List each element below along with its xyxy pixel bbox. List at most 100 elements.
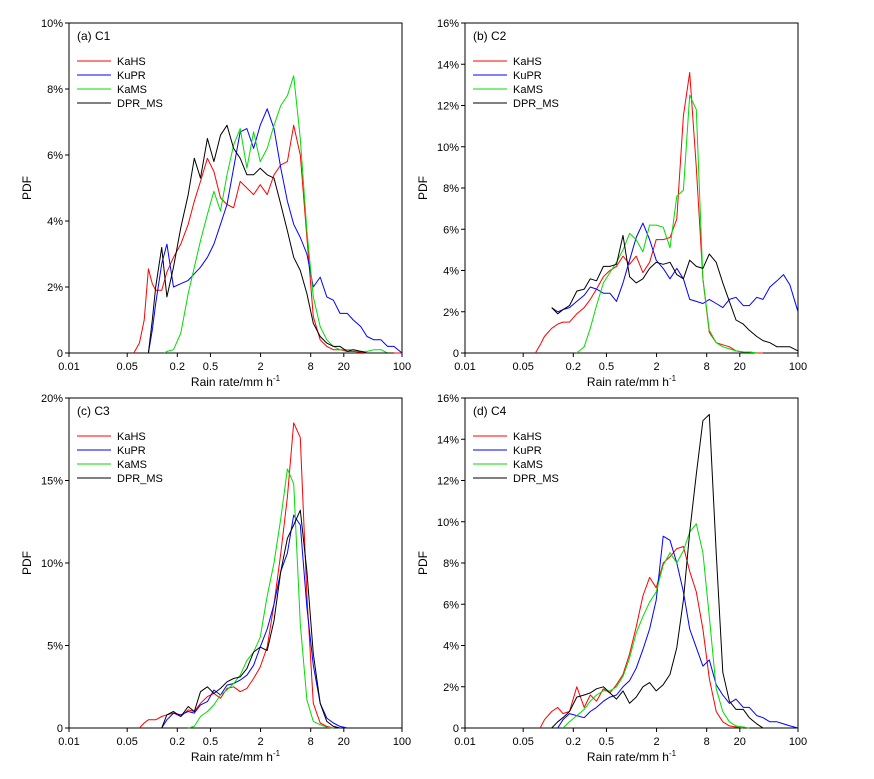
x-axis-label-text: Rain rate/mm h (191, 750, 273, 764)
y-axis-label: PDF (20, 176, 34, 200)
y-tick-label: 0 (453, 723, 459, 735)
y-tick-label: 10% (437, 142, 459, 154)
x-axis-label: Rain rate/mm h-1 (191, 374, 281, 389)
legend: KaHS KuPR KaMS DPR_MS (473, 56, 559, 110)
legend: KaHS KuPR KaMS DPR_MS (77, 431, 163, 485)
x-tick-label: 0.05 (116, 736, 137, 748)
x-tick-label: 0.5 (203, 736, 218, 748)
y-axis-label: PDF (416, 551, 430, 575)
y-tick-label: 6% (47, 150, 63, 162)
x-tick-label: 2 (257, 361, 263, 373)
x-tick-label: 0.01 (454, 361, 475, 373)
series-line-kupr (161, 514, 348, 729)
y-tick-label: 10% (41, 558, 63, 570)
panel-title: (b) C2 (473, 29, 507, 43)
series-line-kahs (539, 546, 744, 729)
y-axis-ticks: 0 2% 4% 6% 8% 10% 12% 14% 16% (437, 18, 465, 360)
legend-label: KuPR (117, 70, 146, 82)
y-axis-label: PDF (416, 176, 430, 200)
series-line-kahs (534, 72, 763, 354)
x-tick-label: 0.05 (512, 361, 533, 373)
x-tick-label: 20 (338, 736, 350, 748)
x-tick-label: 0.2 (170, 361, 185, 373)
x-tick-label: 2 (653, 736, 659, 748)
y-tick-label: 4% (443, 641, 459, 653)
panel-title: (a) C1 (77, 29, 111, 43)
legend-label: KaHS (117, 431, 146, 443)
x-tick-label: 100 (393, 736, 411, 748)
x-tick-label: 0.01 (454, 736, 475, 748)
y-axis-ticks: 0 5% 10% 15% 20% (41, 393, 69, 735)
y-tick-label: 4% (443, 266, 459, 278)
legend-label: KuPR (513, 70, 542, 82)
x-axis-label: Rain rate/mm h-1 (587, 749, 677, 764)
y-tick-label: 14% (437, 434, 459, 446)
y-tick-label: 8% (443, 558, 459, 570)
legend-label: KaHS (513, 56, 542, 68)
y-tick-label: 0 (57, 348, 63, 360)
panel-c-c3: 0 5% 10% 15% 20% 0.01 0.05 0.2 0.5 2 8 20 100 (c) C… (20, 393, 411, 764)
series-line-kupr (147, 108, 403, 354)
panel-b-c2: 0 2% 4% 6% 8% 10% 12% 14% 16% 0.01 0.05 0.2 0.5 2 8 20… (416, 18, 807, 389)
panel-a-c1: 0 2% 4% 6% 8% 10% 0.01 0.05 0.2 0.5 2 8 20 100 (a) C… (20, 18, 411, 389)
legend-label: KaMS (117, 459, 147, 471)
y-tick-label: 14% (437, 59, 459, 71)
legend-label: DPR_MS (117, 98, 163, 110)
x-tick-label: 8 (308, 361, 314, 373)
y-axis-label: PDF (20, 551, 34, 575)
x-tick-label: 100 (789, 361, 807, 373)
series-line-kams (562, 523, 750, 729)
x-tick-label: 0.5 (599, 736, 614, 748)
x-tick-label: 0.2 (170, 736, 185, 748)
x-axis-label-text: Rain rate/mm h (587, 375, 669, 389)
plot-area-frame (68, 22, 403, 354)
x-axis-label: Rain rate/mm h-1 (191, 749, 281, 764)
x-tick-label: 0.5 (599, 361, 614, 373)
x-tick-label: 0.05 (512, 736, 533, 748)
x-axis-label-superscript: -1 (669, 374, 677, 383)
y-tick-label: 10% (41, 18, 63, 30)
x-axis-ticks: 0.01 0.05 0.2 0.5 2 8 20 100 (58, 353, 411, 373)
legend: KaHS KuPR KaMS DPR_MS (473, 431, 559, 485)
x-tick-label: 8 (704, 736, 710, 748)
y-tick-label: 2% (47, 282, 63, 294)
y-tick-label: 2% (443, 682, 459, 694)
x-tick-label: 0.5 (203, 361, 218, 373)
x-axis-ticks: 0.01 0.05 0.2 0.5 2 8 20 100 (454, 353, 807, 373)
legend-label: KuPR (117, 445, 146, 457)
x-tick-label: 0.2 (566, 736, 581, 748)
legend-label: DPR_MS (513, 98, 559, 110)
x-tick-label: 0.01 (58, 361, 79, 373)
x-tick-label: 0.05 (116, 361, 137, 373)
panel-title: (d) C4 (473, 404, 507, 418)
y-tick-label: 15% (41, 476, 63, 488)
x-tick-label: 2 (257, 736, 263, 748)
x-axis-ticks: 0.01 0.05 0.2 0.5 2 8 20 100 (58, 728, 411, 748)
legend-label: KaMS (513, 459, 543, 471)
x-tick-label: 8 (308, 736, 314, 748)
x-tick-label: 2 (653, 361, 659, 373)
y-tick-label: 2% (443, 307, 459, 319)
panel-d-c4: 0 2% 4% 6% 8% 10% 12% 14% 16% 0.01 0.05 0.2 0.5 2 8 20… (416, 393, 807, 764)
series-line-kams (188, 468, 334, 729)
y-tick-label: 10% (437, 517, 459, 529)
y-tick-label: 12% (437, 101, 459, 113)
series-line-kahs (133, 124, 402, 354)
x-tick-label: 20 (338, 361, 350, 373)
legend-label: KaHS (117, 56, 146, 68)
y-tick-label: 16% (437, 18, 459, 30)
y-tick-label: 12% (437, 476, 459, 488)
y-tick-label: 20% (41, 393, 63, 405)
x-tick-label: 20 (734, 736, 746, 748)
x-tick-label: 0.2 (566, 361, 581, 373)
x-tick-label: 20 (734, 361, 746, 373)
x-axis-label-superscript: -1 (273, 374, 281, 383)
series-line-kupr (551, 222, 799, 313)
y-tick-label: 8% (47, 84, 63, 96)
panel-title: (c) C3 (77, 404, 110, 418)
x-tick-label: 100 (393, 361, 411, 373)
y-axis-ticks: 0 2% 4% 6% 8% 10% 12% 14% 16% (437, 393, 465, 735)
legend-label: DPR_MS (117, 473, 163, 485)
